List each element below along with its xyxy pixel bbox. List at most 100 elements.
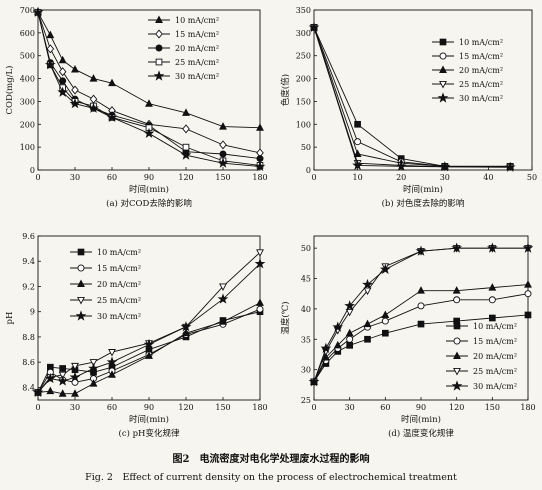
data-point xyxy=(143,338,155,350)
data-point xyxy=(71,362,79,371)
data-point xyxy=(363,319,372,328)
data-point xyxy=(381,317,389,325)
y-tick-label: 600 xyxy=(20,29,35,38)
data-point xyxy=(108,349,116,357)
legend-marker xyxy=(155,44,163,52)
y-tick-label: 150 xyxy=(296,97,311,106)
x-tick-label: 120 xyxy=(178,403,193,412)
data-point xyxy=(89,359,98,367)
plot-frame xyxy=(313,9,533,171)
legend-marker xyxy=(451,380,463,391)
data-point xyxy=(345,308,354,317)
data-point xyxy=(180,321,192,332)
series-3 xyxy=(310,280,532,385)
legend-label: 30 mA/cm² xyxy=(473,382,517,391)
series-line xyxy=(37,12,261,154)
legend-marker xyxy=(155,15,163,24)
data-point xyxy=(59,77,67,85)
x-tick-label: 0 xyxy=(311,173,316,182)
data-point xyxy=(219,283,227,291)
data-point xyxy=(486,242,498,253)
data-point xyxy=(58,55,67,64)
x-tick-label: 30 xyxy=(70,173,80,182)
legend-label: 20 mA/cm² xyxy=(175,44,219,53)
data-point xyxy=(106,111,118,123)
x-axis-title: 时间(min) xyxy=(403,184,443,195)
x-tick-label: 180 xyxy=(252,403,267,412)
y-tick-label: 25 xyxy=(301,396,311,405)
legend-item: 10 mA/cm² xyxy=(446,322,517,331)
series-5 xyxy=(32,258,266,398)
panel-caption: (b) 对色度去除的影响 xyxy=(382,198,465,209)
data-point xyxy=(217,293,229,304)
data-point xyxy=(321,352,330,361)
x-axis-title: 时间(min) xyxy=(129,184,169,195)
chart-d: 0 30 60 90 120 150 180 25 30 35 40 45 50 时间(min) 温度(℃)… xyxy=(280,235,536,439)
data-point xyxy=(346,335,354,343)
y-axis-title: pH xyxy=(5,312,15,325)
data-point xyxy=(89,94,98,104)
legend-item: 10 mA/cm² xyxy=(432,38,503,47)
x-tick-label: 60 xyxy=(380,403,390,412)
y-tick-label: 200 xyxy=(20,120,35,129)
legend-marker xyxy=(75,310,87,321)
legend-marker xyxy=(439,52,447,60)
legend-item: 25 mA/cm² xyxy=(148,58,219,67)
y-tick-label: 9.6 xyxy=(22,232,35,241)
data-point xyxy=(308,376,320,387)
y-tick-label: 9 xyxy=(30,308,35,317)
data-point xyxy=(353,149,362,158)
y-axis-title: 色度(倍) xyxy=(280,74,291,106)
series-line xyxy=(313,314,529,383)
legend-item: 25 mA/cm² xyxy=(446,367,517,376)
y-axis-title: COD(mg/L) xyxy=(4,66,15,115)
legend-marker xyxy=(155,58,163,66)
series-5 xyxy=(32,6,266,172)
series-5 xyxy=(308,242,534,387)
series-line xyxy=(37,252,261,393)
series-4 xyxy=(34,8,264,169)
y-tick-label: 300 xyxy=(296,29,311,38)
x-tick-label: 30 xyxy=(70,403,80,412)
y-tick-label: 50 xyxy=(301,143,311,152)
legend-item: 15 mA/cm² xyxy=(446,337,517,346)
data-point xyxy=(488,296,496,304)
data-point xyxy=(69,371,81,382)
legend-item: 10 mA/cm² xyxy=(70,248,141,257)
data-point xyxy=(354,138,362,146)
data-point xyxy=(58,371,67,380)
legend-item: 15 mA/cm² xyxy=(148,29,219,39)
y-tick-label: 35 xyxy=(301,335,311,344)
data-point xyxy=(44,59,56,70)
legend-item: 20 mA/cm² xyxy=(148,44,219,53)
x-tick-label: 20 xyxy=(396,173,406,182)
data-point xyxy=(57,86,69,97)
x-tick-label: 150 xyxy=(215,173,230,182)
data-point xyxy=(71,85,79,95)
data-point xyxy=(346,342,353,349)
series-line xyxy=(37,302,261,395)
series-5 xyxy=(308,21,516,172)
panel-caption: (c) pH变化规律 xyxy=(119,428,180,439)
data-point xyxy=(219,317,227,325)
data-point xyxy=(344,300,356,311)
data-point xyxy=(180,149,192,160)
x-tick-label: 180 xyxy=(520,403,535,412)
legend-marker xyxy=(153,70,165,81)
x-axis-title: 时间(min) xyxy=(401,414,441,425)
y-tick-label: 9.2 xyxy=(22,282,35,291)
x-tick-label: 50 xyxy=(527,173,537,182)
series-line xyxy=(37,12,261,168)
data-point xyxy=(451,242,463,253)
y-tick-label: 0 xyxy=(30,166,35,175)
chart-c: 0 30 60 90 120 150 180 8.4 8.6 8.8 9 9.2 9.4 9.6 时间(mi… xyxy=(5,232,268,439)
x-tick-label: 120 xyxy=(449,403,464,412)
legend-marker xyxy=(453,337,461,345)
legend-label: 20 mA/cm² xyxy=(97,280,141,289)
data-point xyxy=(345,328,354,337)
legend-marker xyxy=(437,92,449,103)
legend-label: 20 mA/cm² xyxy=(459,66,503,75)
data-point xyxy=(46,386,55,395)
data-point xyxy=(182,108,190,116)
legend-item: 30 mA/cm² xyxy=(70,310,141,321)
